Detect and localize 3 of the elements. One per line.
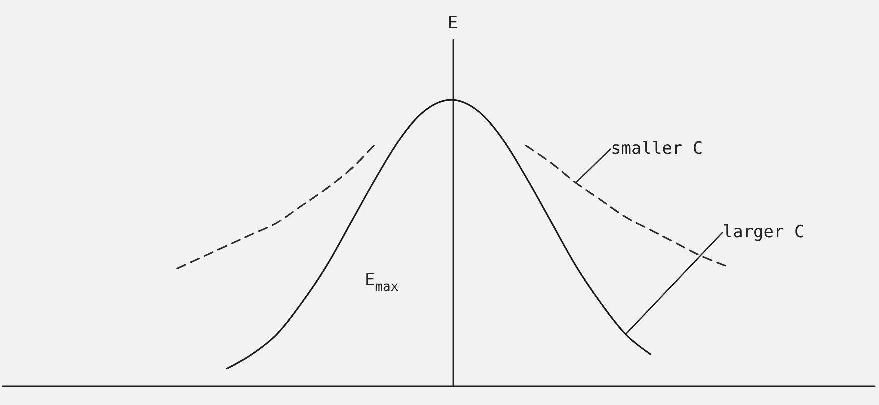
text: smaller C	[611, 138, 704, 159]
y-axis-title: E	[448, 14, 458, 34]
text: larger C	[722, 222, 805, 243]
